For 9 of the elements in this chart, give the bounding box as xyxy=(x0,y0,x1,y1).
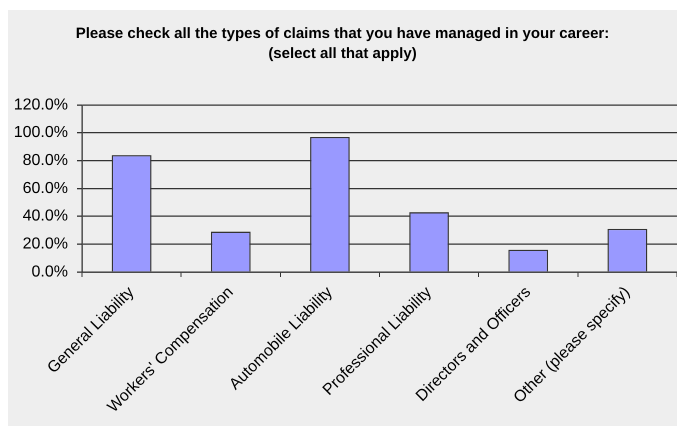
y-tick-label: 120.0% xyxy=(14,96,68,114)
y-tick-label: 80.0% xyxy=(22,152,68,170)
y-tick-label: 100.0% xyxy=(14,124,68,142)
y-tick-label: 0.0% xyxy=(32,263,68,280)
y-tick-label: 60.0% xyxy=(22,180,68,197)
chart-subtitle: (select all that apply) xyxy=(268,45,417,62)
chart-title: Please check all the types of claims that you have managed in your career: xyxy=(76,25,610,42)
y-tick-label: 40.0% xyxy=(22,208,68,225)
y-tick-label: 20.0% xyxy=(22,236,68,253)
